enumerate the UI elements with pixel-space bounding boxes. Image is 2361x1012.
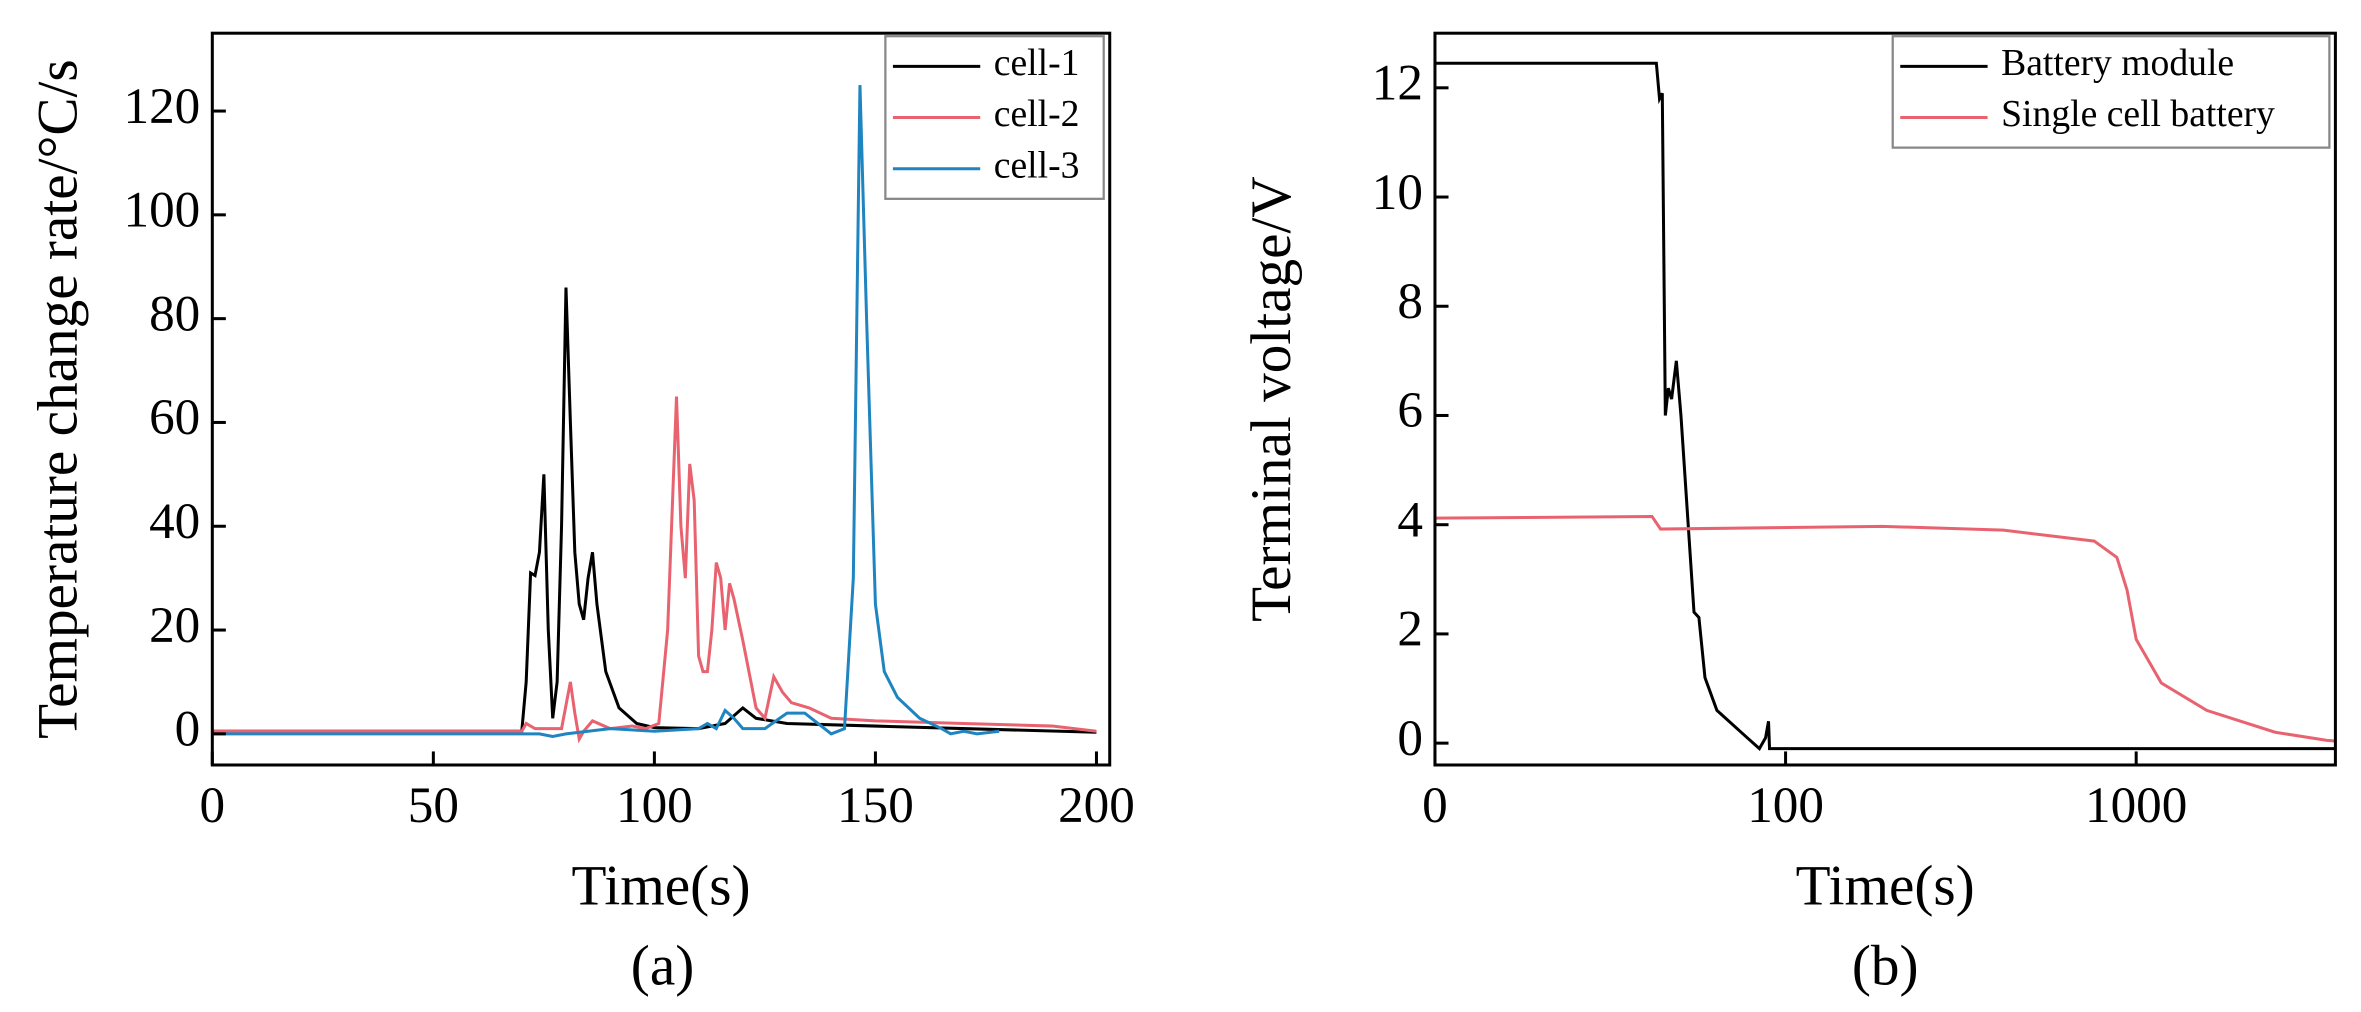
data-line [212, 396, 1097, 744]
y-tick-label: 6 [1397, 382, 1423, 439]
y-tick-label: 8 [1397, 273, 1423, 330]
y-tick-label: 100 [123, 182, 200, 239]
legend-label: cell-3 [994, 144, 1080, 186]
x-tick-label: 200 [1058, 777, 1135, 834]
data-line [212, 287, 1097, 734]
y-tick-label: 0 [175, 701, 201, 758]
x-tick-label: 150 [837, 777, 914, 834]
x-tick-label: 50 [408, 777, 459, 834]
plot-frame [210, 31, 1112, 767]
legend-label: Battery module [2001, 42, 2234, 84]
data-line [212, 85, 1000, 738]
x-tick-label: 100 [616, 777, 693, 834]
x-tick-label: 1000 [2085, 777, 2187, 834]
x-axis-title: Time(s) [571, 855, 750, 918]
legend-box [1891, 35, 2331, 149]
x-tick-label: 0 [1422, 777, 1448, 834]
y-axis-title: Temperature change rate/°C/s [26, 59, 89, 739]
y-tick-label: 40 [149, 493, 200, 550]
x-tick-label: 100 [1747, 777, 1824, 834]
caption: (b) [1852, 934, 1919, 997]
caption: (a) [631, 934, 695, 997]
y-tick-label: 20 [149, 597, 200, 654]
y-tick-label: 120 [123, 78, 200, 135]
y-tick-label: 12 [1372, 55, 1423, 112]
y-tick-label: 2 [1397, 601, 1423, 658]
y-tick-label: 60 [149, 389, 200, 446]
y-tick-label: 10 [1372, 164, 1423, 221]
plot-frame [1433, 31, 2337, 767]
y-tick-label: 4 [1397, 491, 1423, 548]
legend-label: Single cell battery [2001, 93, 2275, 135]
data-line [1434, 61, 2336, 751]
y-tick-label: 0 [1397, 710, 1423, 767]
x-tick-label: 0 [200, 777, 226, 834]
y-axis-title: Terminal voltage/V [1240, 176, 1303, 622]
y-tick-label: 80 [149, 285, 200, 342]
data-line [1434, 514, 2336, 743]
legend-label: cell-2 [994, 93, 1080, 135]
x-axis-title: Time(s) [1796, 855, 1975, 918]
legend-label: cell-1 [994, 42, 1080, 84]
